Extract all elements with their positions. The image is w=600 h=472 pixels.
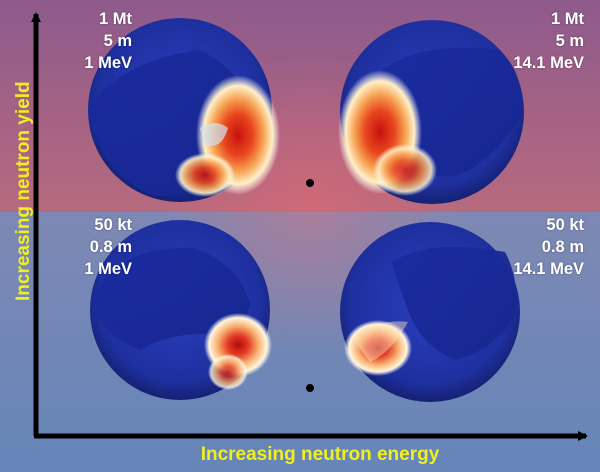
panel-label-bottom-left: 50 kt 0.8 m 1 MeV bbox=[62, 214, 132, 280]
energy-label: 1 MeV bbox=[84, 260, 132, 278]
radius-label: 5 m bbox=[103, 32, 132, 50]
yield-label: 50 kt bbox=[94, 216, 132, 234]
x-axis-title: Increasing neutron energy bbox=[200, 444, 440, 465]
yield-label: 1 Mt bbox=[99, 10, 132, 28]
panel-label-top-right: 1 Mt 5 m 14.1 MeV bbox=[496, 8, 584, 74]
panel-label-top-left: 1 Mt 5 m 1 MeV bbox=[62, 8, 132, 74]
center-dot-top bbox=[306, 179, 314, 187]
radius-label: 0.8 m bbox=[541, 238, 584, 256]
center-dot-bottom bbox=[306, 384, 314, 392]
y-axis-title: Increasing neutron yield bbox=[13, 81, 34, 301]
heat-region bbox=[344, 320, 412, 376]
energy-label: 1 MeV bbox=[84, 54, 132, 72]
panel-label-bottom-right: 50 kt 0.8 m 14.1 MeV bbox=[496, 214, 584, 280]
sphere-top-left bbox=[88, 18, 280, 202]
yield-label: 1 Mt bbox=[551, 10, 584, 28]
sphere-top-right bbox=[338, 20, 524, 204]
energy-label: 14.1 MeV bbox=[513, 260, 584, 278]
radius-label: 5 m bbox=[555, 32, 584, 50]
yield-label: 50 kt bbox=[546, 216, 584, 234]
sphere-bottom-right bbox=[340, 222, 520, 402]
radius-label: 0.8 m bbox=[89, 238, 132, 256]
sphere-bottom-left bbox=[90, 220, 272, 400]
energy-label: 14.1 MeV bbox=[513, 54, 584, 72]
